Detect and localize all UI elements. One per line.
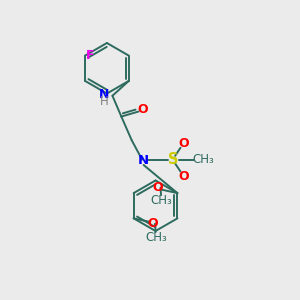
- Text: O: O: [178, 137, 189, 150]
- Text: CH₃: CH₃: [146, 231, 167, 244]
- Text: O: O: [178, 169, 189, 182]
- Text: S: S: [168, 152, 178, 167]
- Text: O: O: [138, 103, 148, 116]
- Text: N: N: [99, 88, 109, 101]
- Text: F: F: [86, 49, 94, 62]
- Text: O: O: [148, 217, 158, 230]
- Text: CH₃: CH₃: [151, 194, 172, 207]
- Text: H: H: [100, 95, 109, 108]
- Text: CH₃: CH₃: [193, 153, 214, 166]
- Text: O: O: [153, 181, 164, 194]
- Text: N: N: [138, 154, 149, 167]
